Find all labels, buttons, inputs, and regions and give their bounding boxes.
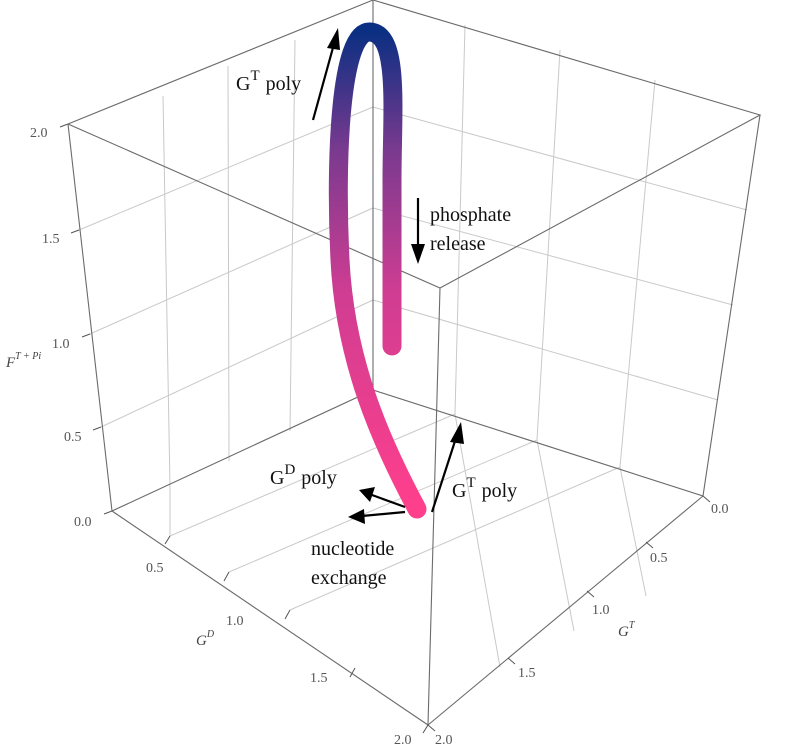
- gd-poly-label: GD poly: [270, 462, 337, 489]
- z-tick-0: 0.0: [74, 515, 92, 530]
- gt-poly-top-arrow: [311, 43, 336, 121]
- gd-poly-arrow: [371, 493, 406, 509]
- phosphate-arrowhead: [411, 244, 425, 264]
- z-axis-label: FT + Pi: [5, 351, 41, 371]
- gt-poly-bottom-label: GT poly: [452, 475, 517, 502]
- nucleotide-arrowhead: [348, 509, 365, 524]
- nucleotide-arrow: [361, 510, 406, 518]
- annotations: GT poly phosphate release GD poly GT poly n…: [236, 68, 517, 589]
- y-tick-0: 0.0: [711, 502, 729, 517]
- gt-poly-top-arrowhead: [327, 28, 340, 50]
- bounding-box: [67, 0, 762, 726]
- y-tick-3: 1.5: [518, 666, 536, 681]
- y-tick-1: 0.5: [650, 551, 668, 566]
- y-tick-4: 2.0: [435, 733, 453, 748]
- x-tick-0: 0.5: [146, 561, 164, 576]
- gt-poly-bottom-arrowhead: [450, 422, 464, 444]
- nucleotide-label-line2: exchange: [311, 567, 387, 589]
- gt-poly-bottom-arrow: [430, 437, 458, 513]
- trajectory-curve: [328, 22, 427, 519]
- x-tick-1: 1.0: [226, 614, 244, 629]
- annotation-arrows: [311, 28, 464, 524]
- z-axis: 0.0 0.5 1.0 1.5 2.0 FT + Pi: [5, 123, 113, 530]
- back-grid: [78, 24, 748, 668]
- gd-poly-arrowhead: [359, 487, 375, 502]
- x-tick-2: 1.5: [310, 671, 328, 686]
- z-tick-2: 1.0: [52, 337, 70, 352]
- z-tick-4: 2.0: [30, 126, 48, 141]
- x-axis-label: GD: [196, 629, 215, 649]
- x-axis: 0.5 1.0 1.5 2.0 GD: [146, 535, 429, 748]
- y-axis: 0.0 0.5 1.0 1.5 2.0 GT: [427, 495, 729, 748]
- z-tick-3: 1.5: [42, 232, 60, 247]
- z-tick-1: 0.5: [64, 430, 82, 445]
- nucleotide-label-line1: nucleotide: [311, 538, 394, 560]
- gt-poly-top-label: GT poly: [236, 68, 301, 95]
- y-axis-label: GT: [618, 620, 636, 640]
- y-tick-2: 1.0: [592, 603, 610, 618]
- phosphate-label-line1: phosphate: [430, 204, 511, 226]
- phosphate-label-line2: release: [430, 233, 486, 255]
- x-tick-3: 2.0: [394, 733, 412, 748]
